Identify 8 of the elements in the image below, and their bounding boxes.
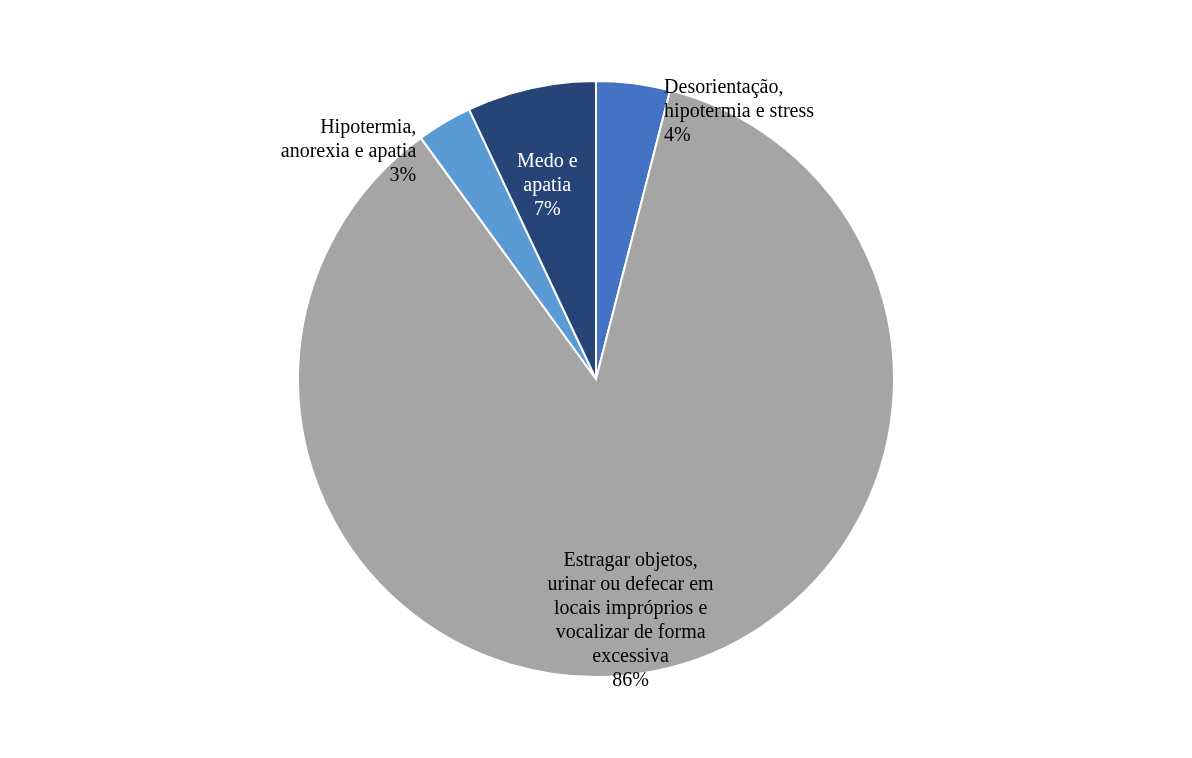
slice-label: Medo e apatia xyxy=(516,148,578,196)
data-label: 7% xyxy=(533,196,561,219)
data-label: 4% xyxy=(664,123,691,146)
data-label: 86% xyxy=(612,668,649,691)
slice-label: Hipotermia, anorexia e apatia xyxy=(280,115,417,163)
slice-label: Estragar objetos, urinar ou defecar em locais impróprios e vocalizar de forma excessiva xyxy=(547,548,715,667)
slice-label: Desorientação, hipotermia e stress xyxy=(664,75,815,123)
data-label: 3% xyxy=(389,163,417,186)
